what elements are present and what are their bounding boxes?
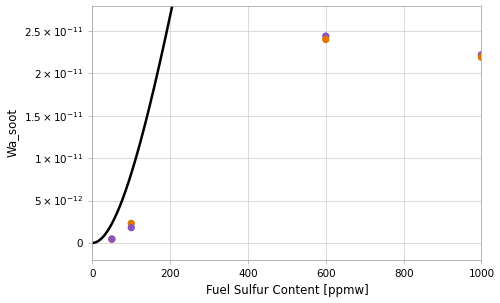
Point bbox=[108, 237, 116, 241]
Point bbox=[322, 34, 330, 38]
Point bbox=[108, 237, 116, 241]
Y-axis label: Wa_soot: Wa_soot bbox=[6, 108, 18, 157]
Point bbox=[322, 37, 330, 42]
Point bbox=[478, 52, 486, 57]
Point bbox=[128, 221, 136, 226]
X-axis label: Fuel Sulfur Content [ppmw]: Fuel Sulfur Content [ppmw] bbox=[206, 285, 368, 298]
Point bbox=[128, 225, 136, 230]
Point bbox=[478, 55, 486, 60]
